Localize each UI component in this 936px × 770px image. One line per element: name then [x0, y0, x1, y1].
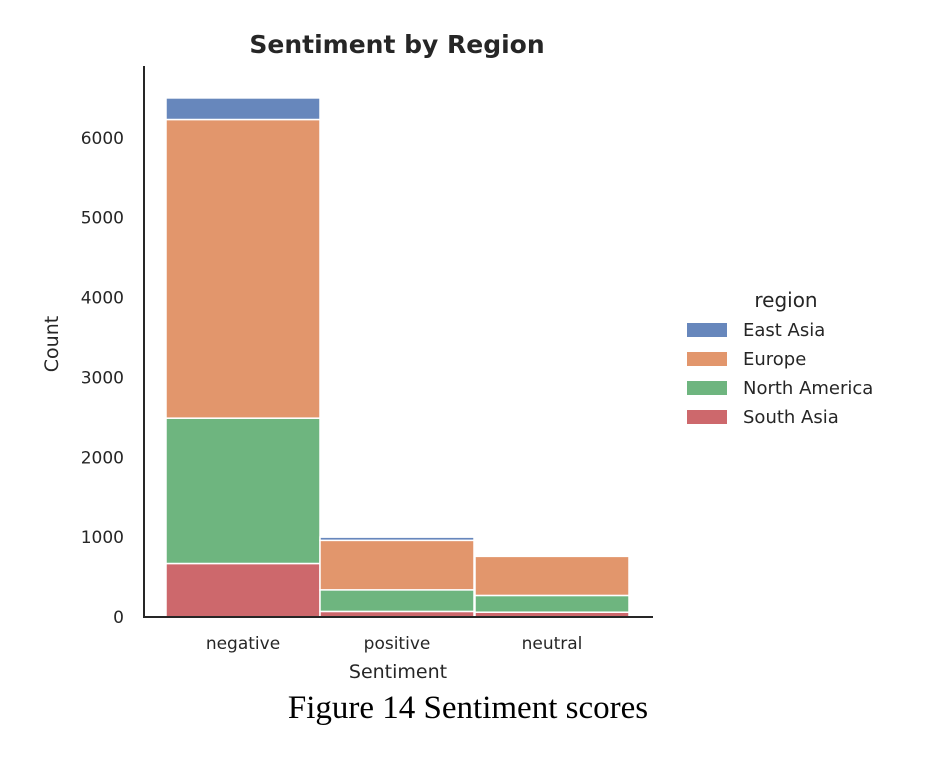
bar-negative-east-asia: [165, 97, 321, 121]
x-axis-ticks: negative positive neutral: [206, 634, 583, 654]
chart-title: Sentiment by Region: [249, 30, 544, 59]
bar-positive-europe: [319, 539, 475, 591]
bars: [165, 97, 630, 618]
bar-neutral-north-america: [474, 594, 630, 613]
y-tick-label: 5000: [81, 209, 124, 229]
legend-label-north-america: North America: [743, 378, 873, 399]
legend-label-south-asia: South Asia: [743, 407, 839, 428]
bar-negative-europe: [165, 118, 321, 419]
y-tick-label: 3000: [81, 368, 124, 388]
x-tick-label-neutral: neutral: [522, 634, 583, 654]
bar-positive-east-asia: [319, 536, 475, 542]
y-tick-label: 2000: [81, 448, 124, 468]
bar-neutral-east-asia: [474, 554, 630, 558]
legend-swatch-east-asia: [687, 323, 727, 337]
y-axis-ticks: 0 1000 2000 3000 4000 5000 6000: [81, 129, 124, 628]
bar-positive-north-america: [319, 589, 475, 613]
y-tick-label: 6000: [81, 129, 124, 149]
y-tick-label: 0: [113, 608, 124, 628]
x-tick-label-negative: negative: [206, 634, 280, 654]
chart: Sentiment by Region 0 1000 2000 3000 4000 500…: [41, 30, 873, 683]
bar-neutral-europe: [474, 555, 630, 597]
x-axis-label: Sentiment: [349, 661, 447, 683]
y-axis-label: Count: [41, 316, 63, 372]
legend: region East Asia Europe North America South…: [687, 288, 873, 428]
legend-label-europe: Europe: [743, 349, 806, 370]
legend-swatch-north-america: [687, 381, 727, 395]
legend-swatch-south-asia: [687, 410, 727, 424]
y-tick-label: 1000: [81, 528, 124, 548]
legend-label-east-asia: East Asia: [743, 320, 825, 341]
figure-caption: Figure 14 Sentiment scores: [287, 690, 649, 726]
y-tick-label: 4000: [81, 289, 124, 309]
legend-swatch-europe: [687, 352, 727, 366]
bar-negative-south-asia: [165, 562, 321, 618]
x-tick-label-positive: positive: [364, 634, 431, 654]
legend-title: region: [754, 288, 817, 312]
bar-negative-north-america: [165, 417, 321, 565]
